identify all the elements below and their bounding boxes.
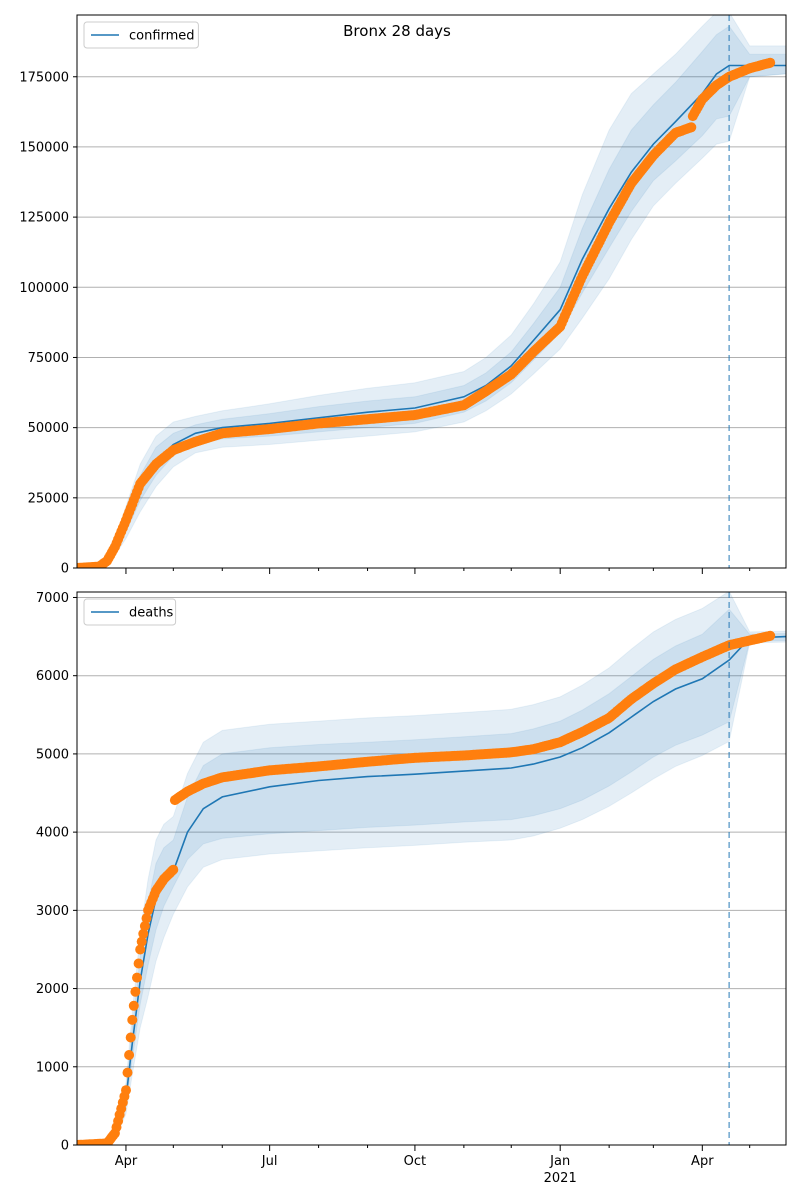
observed-point (133, 958, 144, 969)
y-tick-label: 0 (61, 1139, 69, 1154)
legend-label: confirmed (129, 29, 195, 44)
y-tick-label: 75000 (28, 351, 69, 366)
observed-point (139, 921, 150, 931)
figure-title: Bronx 28 days (343, 22, 451, 40)
deaths-panel: 0 1000 2000 3000 4000 5000 6000 7000 Apr Jul Oct Ja… (36, 591, 787, 1186)
legend-label: deaths (129, 606, 174, 621)
y-tick-label: 3000 (36, 904, 69, 919)
plot-area (77, 592, 786, 1145)
observed-point (136, 936, 147, 947)
observed-point (128, 1000, 139, 1011)
axes-frame (76, 591, 787, 1146)
observed-point (132, 972, 142, 983)
observed-point (765, 630, 776, 641)
y-tick-label: 0 (61, 562, 69, 577)
uncertainty-band (77, 592, 786, 1145)
observed-point (135, 944, 146, 955)
observed-point (124, 1050, 135, 1060)
observed-point (141, 913, 152, 924)
observed-point (168, 864, 179, 875)
x-tick-label: Apr (691, 1154, 714, 1169)
observed-point (686, 122, 697, 133)
y-tick-label: 1000 (36, 1060, 69, 1075)
y-tick-label: 5000 (36, 747, 69, 762)
y-tick-label: 150000 (19, 140, 69, 155)
x-tick-label: Jul (261, 1154, 278, 1169)
x-tick-label: Oct (404, 1154, 426, 1169)
observed-point (138, 928, 149, 939)
y-tick-label: 125000 (19, 211, 69, 226)
y-tick-label: 4000 (36, 826, 69, 841)
confirmed-panel: 0 25000 50000 75000 100000 125000 150000 175000… (19, 14, 787, 577)
y-tick-label: 6000 (36, 669, 69, 684)
x-tick-label: Apr (115, 1154, 138, 1169)
y-tick-label: 50000 (28, 421, 69, 436)
y-tick-label: 7000 (36, 591, 69, 606)
y-tick-label: 175000 (19, 70, 69, 85)
observed-point (130, 986, 141, 997)
y-tick-label: 2000 (36, 982, 69, 997)
axes-frame (76, 14, 787, 569)
observed-point (127, 1014, 138, 1025)
observed-point (122, 1067, 133, 1078)
observed-point (121, 1085, 131, 1096)
observed-point (125, 1032, 136, 1043)
legend-box (83, 21, 199, 49)
uncertainty-band (77, 25, 786, 568)
x-tick-label: Jan (549, 1154, 570, 1169)
legend: deaths (83, 598, 177, 626)
uncertainty-band (77, 608, 786, 1145)
legend: confirmed (83, 21, 199, 49)
observed-point (765, 57, 776, 68)
legend-box (83, 598, 177, 626)
y-tick-label: 25000 (28, 491, 69, 506)
y-tick-label: 100000 (19, 281, 69, 296)
x-tick-sublabel: 2021 (544, 1171, 577, 1186)
plot-area (77, 15, 786, 568)
